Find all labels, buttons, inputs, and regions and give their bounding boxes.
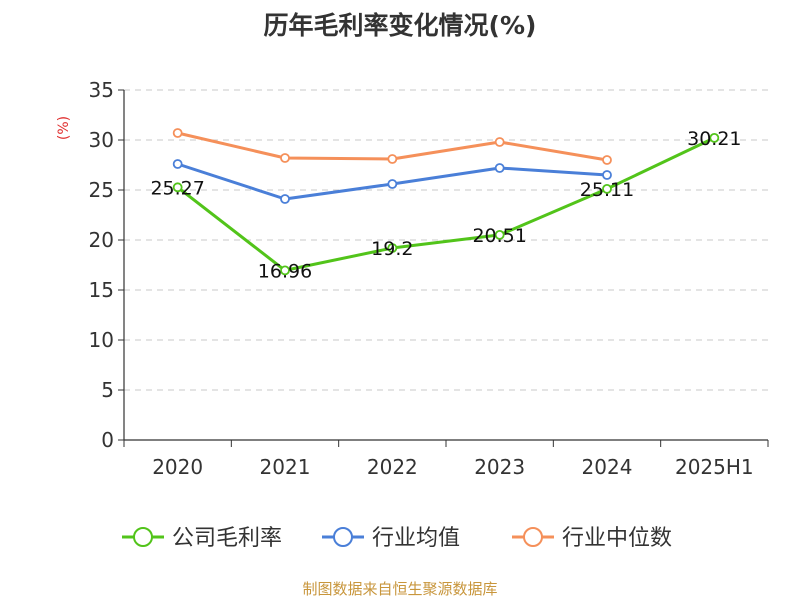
data-labels: 25.27 16.96 19.2 20.51 25.11 30.21 <box>150 128 741 283</box>
y-tick-label: 20 <box>89 228 114 252</box>
series-lines <box>172 128 720 276</box>
data-point <box>602 170 612 180</box>
data-point <box>602 183 612 194</box>
x-tick-label: 2024 <box>582 455 633 479</box>
y-tick-label: 30 <box>89 128 114 152</box>
chart-title: 历年毛利率变化情况(%) <box>263 11 537 40</box>
x-tick-label: 2023 <box>474 455 525 479</box>
data-label: 30.21 <box>687 128 741 150</box>
series-line <box>176 136 715 272</box>
y-axis-unit-label: (%) <box>56 116 72 140</box>
data-label: 25.27 <box>150 177 204 199</box>
data-label: 16.96 <box>258 260 312 282</box>
y-tick-label: 35 <box>89 78 114 102</box>
legend-marker <box>523 527 543 547</box>
data-point <box>494 137 505 147</box>
legend: 公司毛利率 行业均值 行业中位数 <box>122 526 672 551</box>
legend-marker <box>333 527 353 547</box>
x-tick-label: 2022 <box>367 455 418 479</box>
x-tick-label: 2021 <box>260 455 311 479</box>
data-point <box>172 128 183 138</box>
data-point <box>387 243 398 253</box>
data-point <box>280 153 290 163</box>
y-tick-label: 0 <box>101 428 114 452</box>
data-point <box>602 155 612 165</box>
data-label: 20.51 <box>472 225 526 247</box>
data-point <box>387 179 398 189</box>
data-point <box>280 194 290 204</box>
data-point <box>494 163 505 173</box>
data-point <box>280 265 290 276</box>
source-note: 制图数据来自恒生聚源数据库 <box>302 580 498 598</box>
y-tick-label: 25 <box>89 178 114 202</box>
legend-label: 行业均值 <box>372 526 460 551</box>
axes: 0 5 10 15 20 25 30 35 2020 2021 2022 2023 2024 2025H1… <box>56 78 769 479</box>
data-point <box>172 182 183 193</box>
data-point <box>172 159 183 169</box>
y-tick-label: 5 <box>101 378 114 402</box>
legend-label: 行业中位数 <box>562 526 672 551</box>
data-point <box>494 229 505 240</box>
data-label: 25.11 <box>580 179 634 201</box>
data-label: 19.2 <box>371 238 413 260</box>
y-tick-label: 15 <box>89 278 114 302</box>
y-tick-label: 10 <box>89 328 114 352</box>
data-point <box>709 132 720 143</box>
data-point <box>387 154 398 164</box>
legend-label: 公司毛利率 <box>172 526 282 551</box>
x-tick-label: 2020 <box>152 455 203 479</box>
x-tick-label: 2025H1 <box>675 455 754 479</box>
legend-marker <box>133 527 153 547</box>
